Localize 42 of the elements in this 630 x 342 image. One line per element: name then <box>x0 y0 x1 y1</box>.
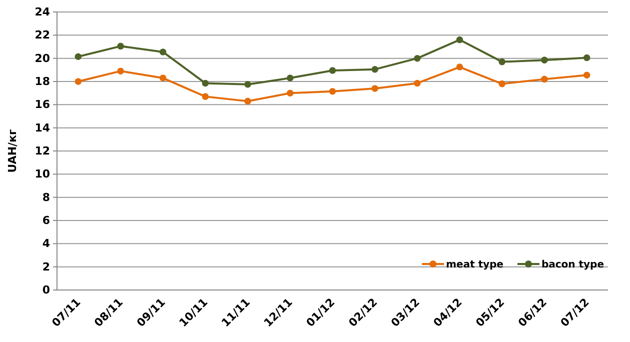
y-tick-label: 0 <box>42 284 50 297</box>
y-tick-label: 24 <box>34 6 50 19</box>
y-tick-label: 8 <box>42 190 50 204</box>
point <box>372 85 378 92</box>
y-tick-label: 16 <box>34 98 50 112</box>
y-tick-label: 18 <box>34 75 50 88</box>
y-tick-label: 12 <box>34 144 50 158</box>
point <box>74 53 82 60</box>
point <box>160 74 166 82</box>
point <box>583 54 590 62</box>
point <box>74 78 82 85</box>
point <box>244 98 252 105</box>
point <box>286 74 294 82</box>
y-tick-label: 14 <box>34 121 50 134</box>
point <box>541 56 548 64</box>
point <box>117 68 124 74</box>
point <box>498 80 506 88</box>
y-axis-title: UAH/кг <box>6 128 19 173</box>
point <box>414 80 421 87</box>
y-tick-label: 10 <box>34 168 50 181</box>
point <box>286 90 294 96</box>
y-tick-label: 6 <box>42 214 50 228</box>
point <box>117 42 124 50</box>
point <box>244 81 252 88</box>
y-tick-label: 22 <box>34 28 50 42</box>
point <box>329 88 336 95</box>
point <box>160 48 166 56</box>
point <box>541 76 548 83</box>
y-tick-label: 4 <box>42 237 50 250</box>
legend-label: bacon type <box>541 260 604 270</box>
point <box>202 80 209 87</box>
point <box>372 66 378 73</box>
point <box>583 72 590 79</box>
point <box>414 54 421 62</box>
point <box>202 93 209 100</box>
y-tick-label: 2 <box>42 260 50 274</box>
point <box>456 36 464 44</box>
point <box>456 64 464 70</box>
point <box>329 67 336 74</box>
point <box>498 58 506 66</box>
y-tick-label: 20 <box>34 52 50 65</box>
legend-label: meat type <box>446 260 504 270</box>
